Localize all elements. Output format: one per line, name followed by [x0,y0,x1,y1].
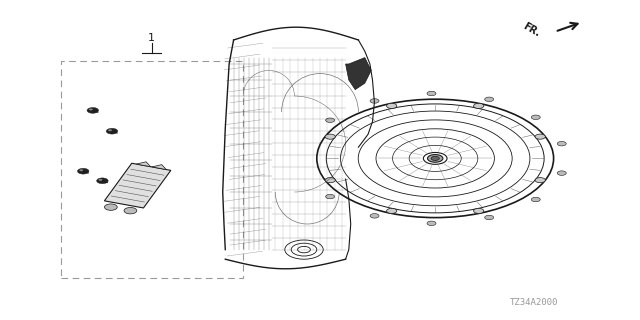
Polygon shape [152,164,166,170]
Circle shape [428,155,443,162]
Circle shape [387,208,397,213]
Circle shape [108,129,112,131]
Circle shape [557,141,566,146]
Circle shape [79,169,83,171]
Circle shape [99,179,102,181]
Circle shape [484,97,493,101]
Circle shape [104,204,117,210]
Circle shape [77,168,89,174]
Text: 1: 1 [148,33,155,43]
Circle shape [370,214,379,218]
Circle shape [124,207,137,214]
Polygon shape [346,58,371,90]
Circle shape [326,118,335,123]
Text: TZ34A2000: TZ34A2000 [510,298,559,307]
Polygon shape [136,162,150,167]
Circle shape [97,178,108,184]
Circle shape [431,156,439,160]
Circle shape [535,134,545,139]
Bar [61,61,243,278]
Circle shape [89,108,93,110]
Polygon shape [104,163,171,208]
Circle shape [370,99,379,103]
Circle shape [387,103,397,108]
Circle shape [427,221,436,226]
Circle shape [484,215,493,220]
Circle shape [557,171,566,175]
Circle shape [87,108,99,113]
Circle shape [325,134,335,139]
Circle shape [326,194,335,199]
Circle shape [531,197,540,202]
Circle shape [535,178,545,183]
Text: FR.: FR. [522,21,542,39]
Circle shape [106,128,118,134]
Circle shape [474,103,484,108]
Circle shape [531,115,540,119]
Circle shape [427,91,436,96]
Circle shape [474,208,484,213]
Circle shape [325,178,335,183]
